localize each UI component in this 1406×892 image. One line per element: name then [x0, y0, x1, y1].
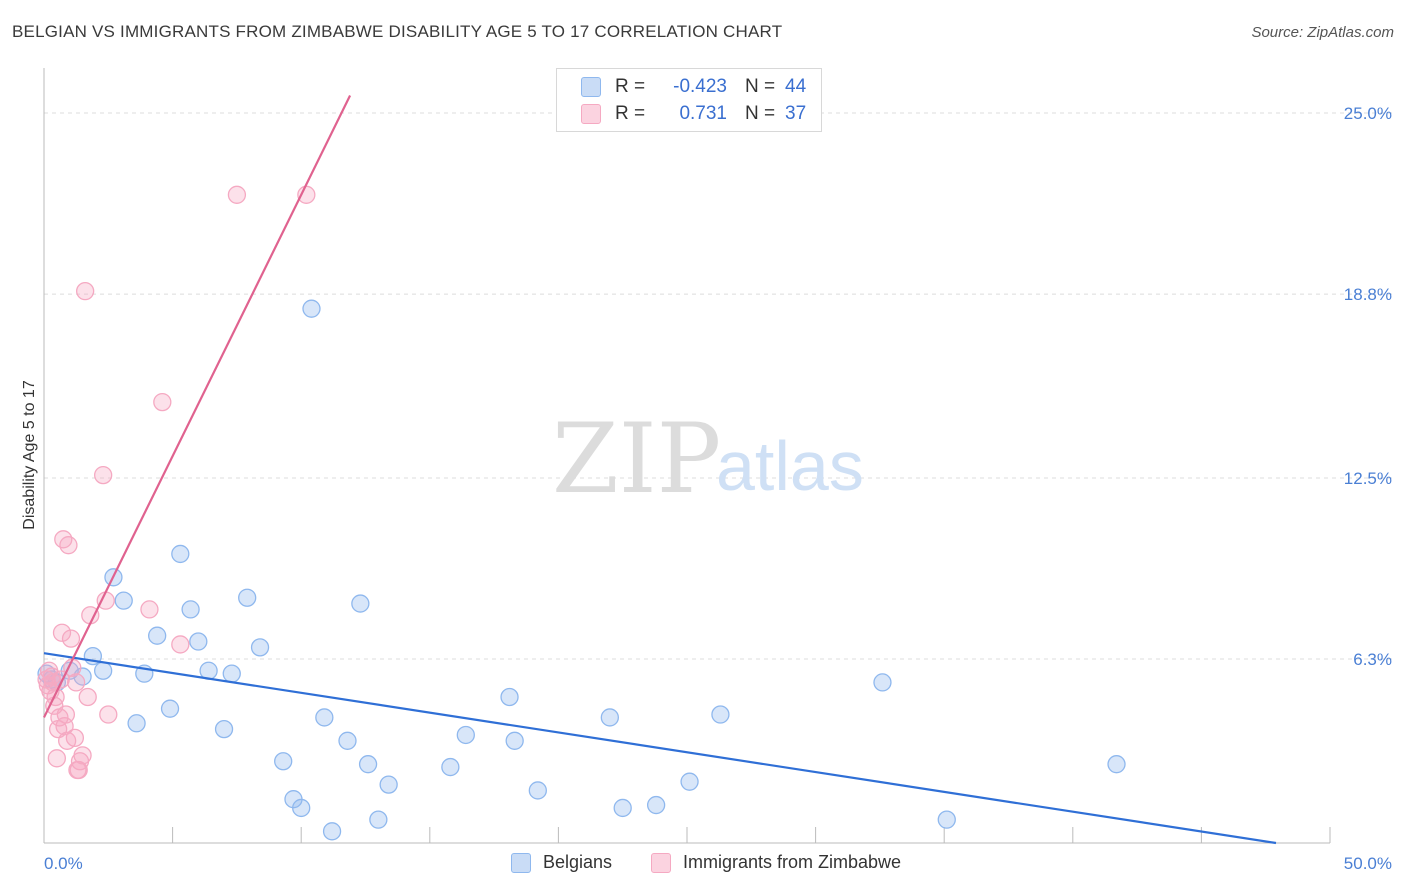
- belgians-point-35: [505, 731, 524, 750]
- belgians-point-32: [441, 757, 460, 777]
- bottom-swatch-zimbabwe: [651, 852, 671, 873]
- belgians-point-19: [238, 588, 257, 607]
- belgians-point-13: [171, 544, 190, 564]
- zimbabwe-point-8: [47, 749, 67, 768]
- belgians-point-27: [338, 731, 357, 750]
- belgians-point-15: [189, 632, 208, 651]
- belgians-point-30: [369, 810, 388, 829]
- correlation-legend: R = -0.423 N = 44 R = 0.731 N = 37: [556, 68, 822, 132]
- belgians-point-14: [181, 600, 200, 619]
- y-tick-label-3: 25.0%: [1344, 104, 1392, 123]
- zimbabwe-point-31: [99, 705, 118, 724]
- axes: [43, 68, 1331, 844]
- series-belgians-points: [37, 299, 1126, 841]
- legend-row-belgians: R = -0.423 N = 44: [581, 75, 806, 99]
- belgians-point-44: [1107, 755, 1126, 774]
- zimbabwe-point-33: [153, 392, 172, 412]
- belgians-point-9: [127, 714, 146, 733]
- belgians-point-8: [114, 591, 133, 610]
- zimbabwe-point-17: [59, 536, 78, 555]
- bottom-swatch-belgians: [511, 852, 531, 873]
- legend-r-label: R =: [615, 103, 646, 124]
- trend-line-belgians: [43, 652, 1277, 845]
- source-label: Source: ZipAtlas.com: [1251, 24, 1394, 41]
- legend-r-label: R =: [615, 76, 646, 97]
- y-tick-label-2: 18.8%: [1344, 285, 1392, 304]
- belgians-point-31: [379, 775, 398, 794]
- chart-title: BELGIAN VS IMMIGRANTS FROM ZIMBABWE DISA…: [12, 22, 783, 41]
- legend-n-value: 37: [785, 103, 807, 124]
- zimbabwe-point-35: [227, 185, 247, 204]
- trend-lines: [43, 95, 1277, 845]
- series-zimbabwe-points: [37, 185, 316, 780]
- belgians-point-21: [274, 752, 293, 771]
- belgians-point-42: [873, 673, 892, 692]
- zimbabwe-point-21: [67, 673, 86, 692]
- belgians-point-20: [250, 638, 270, 657]
- belgians-point-41: [711, 705, 730, 724]
- zimbabwe-point-20: [65, 728, 85, 748]
- legend-r-value: -0.423: [673, 76, 727, 97]
- zimbabwe-point-7: [46, 687, 65, 707]
- belgians-point-23: [292, 798, 311, 818]
- watermark-zip: ZIP: [552, 403, 721, 515]
- belgians-point-34: [500, 687, 519, 707]
- legend-row-zimbabwe: R = 0.731 N = 37: [581, 102, 806, 126]
- x-tick-label-max: 50.0%: [1344, 854, 1392, 873]
- zimbabwe-point-29: [94, 465, 113, 485]
- legend-n-label: N =: [745, 103, 776, 124]
- legend-n-label: N =: [745, 76, 776, 97]
- belgians-point-37: [600, 708, 619, 727]
- belgians-point-18: [222, 664, 241, 683]
- bottom-legend-label-zimbabwe: Immigrants from Zimbabwe: [683, 852, 902, 872]
- belgians-point-40: [680, 772, 699, 791]
- belgians-point-28: [351, 594, 370, 613]
- zimbabwe-point-15: [56, 705, 76, 724]
- belgians-point-24: [302, 299, 321, 318]
- tick-labels: 6.3% 12.5% 18.8% 25.0% 0.0% 50.0%: [44, 104, 1392, 873]
- belgians-point-6: [94, 661, 113, 680]
- zimbabwe-point-13: [54, 530, 73, 549]
- y-tick-label-1: 12.5%: [1344, 469, 1392, 488]
- zimbabwe-point-27: [78, 687, 97, 707]
- legend-swatch-belgians: [581, 77, 601, 97]
- grid-lines: [44, 112, 1392, 660]
- x-tick-label-min: 0.0%: [44, 854, 83, 873]
- legend-swatch-zimbabwe: [581, 104, 601, 124]
- legend-r-value: 0.731: [679, 103, 727, 124]
- belgians-point-36: [528, 781, 547, 800]
- y-tick-label-0: 6.3%: [1353, 650, 1392, 669]
- zimbabwe-point-18: [61, 629, 81, 648]
- belgians-point-26: [322, 822, 342, 841]
- belgians-point-11: [148, 626, 167, 645]
- belgians-point-43: [937, 810, 956, 829]
- belgians-point-33: [456, 725, 475, 745]
- belgians-point-29: [358, 755, 378, 774]
- watermark-atlas: atlas: [716, 427, 864, 505]
- y-axis-label: Disability Age 5 to 17: [21, 380, 38, 530]
- bottom-legend-zimbabwe: Immigrants from Zimbabwe: [651, 852, 901, 873]
- trend-line-zimbabwe: [43, 95, 352, 718]
- belgians-point-38: [613, 798, 632, 818]
- zimbabwe-point-25: [73, 746, 92, 765]
- bottom-legend-belgians: Belgians: [511, 852, 612, 873]
- belgians-point-12: [160, 699, 180, 718]
- zimbabwe-point-32: [140, 600, 159, 619]
- legend-n-value: 44: [785, 76, 807, 97]
- belgians-point-25: [315, 708, 334, 727]
- zimbabwe-point-12: [52, 623, 72, 642]
- belgians-point-39: [646, 795, 666, 815]
- zimbabwe-point-26: [76, 281, 95, 301]
- zimbabwe-point-30: [96, 591, 115, 610]
- zimbabwe-point-34: [171, 635, 190, 654]
- belgians-point-17: [214, 719, 234, 739]
- bottom-legend-label-belgians: Belgians: [543, 852, 613, 872]
